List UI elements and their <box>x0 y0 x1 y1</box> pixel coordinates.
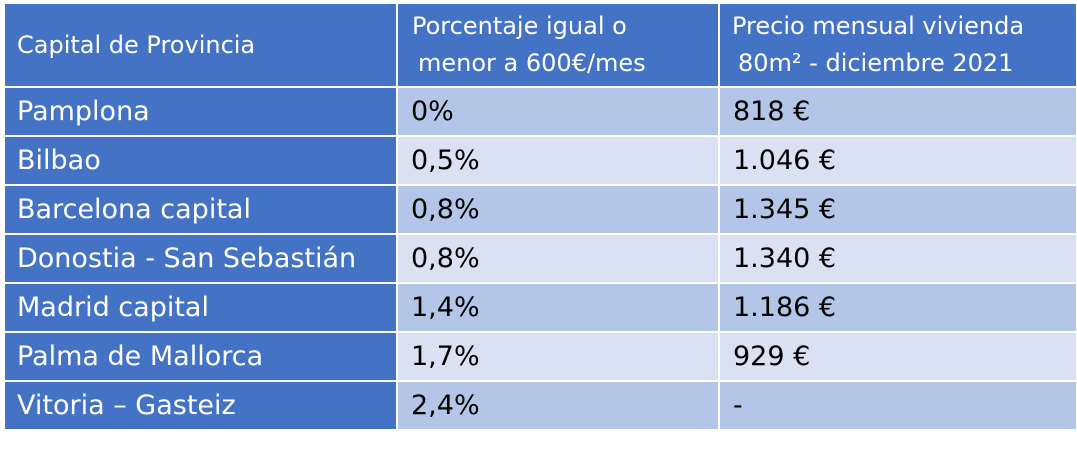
table-row: Donostia - San Sebastián 0,8% 1.340 € <box>3 233 1077 284</box>
table-row: Vitoria – Gasteiz 2,4% - <box>3 380 1077 431</box>
table-row: Bilbao 0,5% 1.046 € <box>3 135 1077 186</box>
city-cell: Barcelona capital <box>3 184 398 235</box>
percent-cell: 0,8% <box>396 184 720 235</box>
table-row: Palma de Mallorca 1,7% 929 € <box>3 331 1077 382</box>
price-cell: 1.340 € <box>718 233 1077 284</box>
header-col2-line2: menor a 600€/mes <box>418 49 646 77</box>
city-cell: Donostia - San Sebastián <box>3 233 398 284</box>
city-cell: Madrid capital <box>3 282 398 333</box>
percent-cell: 0,5% <box>396 135 720 186</box>
city-cell: Pamplona <box>3 86 398 137</box>
percent-cell: 1,4% <box>396 282 720 333</box>
header-porcentaje: Porcentaje igual o menor a 600€/mes <box>396 2 720 88</box>
percent-cell: 2,4% <box>396 380 720 431</box>
percent-cell: 1,7% <box>396 331 720 382</box>
percent-cell: 0% <box>396 86 720 137</box>
header-col1-label: Capital de Provincia <box>17 30 256 59</box>
city-cell: Vitoria – Gasteiz <box>3 380 398 431</box>
table-row: Barcelona capital 0,8% 1.345 € <box>3 184 1077 235</box>
price-cell: 818 € <box>718 86 1077 137</box>
table-header-row: Capital de Provincia Porcentaje igual o … <box>3 2 1077 88</box>
price-cell: - <box>718 380 1077 431</box>
header-capital-provincia: Capital de Provincia <box>3 2 398 88</box>
header-col2-line1: Porcentaje igual o <box>412 12 627 40</box>
percent-cell: 0,8% <box>396 233 720 284</box>
housing-table-container: Capital de Provincia Porcentaje igual o … <box>3 2 1077 446</box>
city-cell: Bilbao <box>3 135 398 186</box>
header-col3-line2: 80m² - diciembre 2021 <box>738 49 1014 77</box>
price-cell: 1.345 € <box>718 184 1077 235</box>
header-col3-line1: Precio mensual vivienda <box>732 12 1025 40</box>
housing-price-table: Capital de Provincia Porcentaje igual o … <box>3 2 1077 431</box>
table-row: Pamplona 0% 818 € <box>3 86 1077 137</box>
city-cell: Palma de Mallorca <box>3 331 398 382</box>
table-row: Madrid capital 1,4% 1.186 € <box>3 282 1077 333</box>
price-cell: 929 € <box>718 331 1077 382</box>
price-cell: 1.046 € <box>718 135 1077 186</box>
header-precio-mensual: Precio mensual vivienda 80m² - diciembre… <box>718 2 1077 88</box>
price-cell: 1.186 € <box>718 282 1077 333</box>
